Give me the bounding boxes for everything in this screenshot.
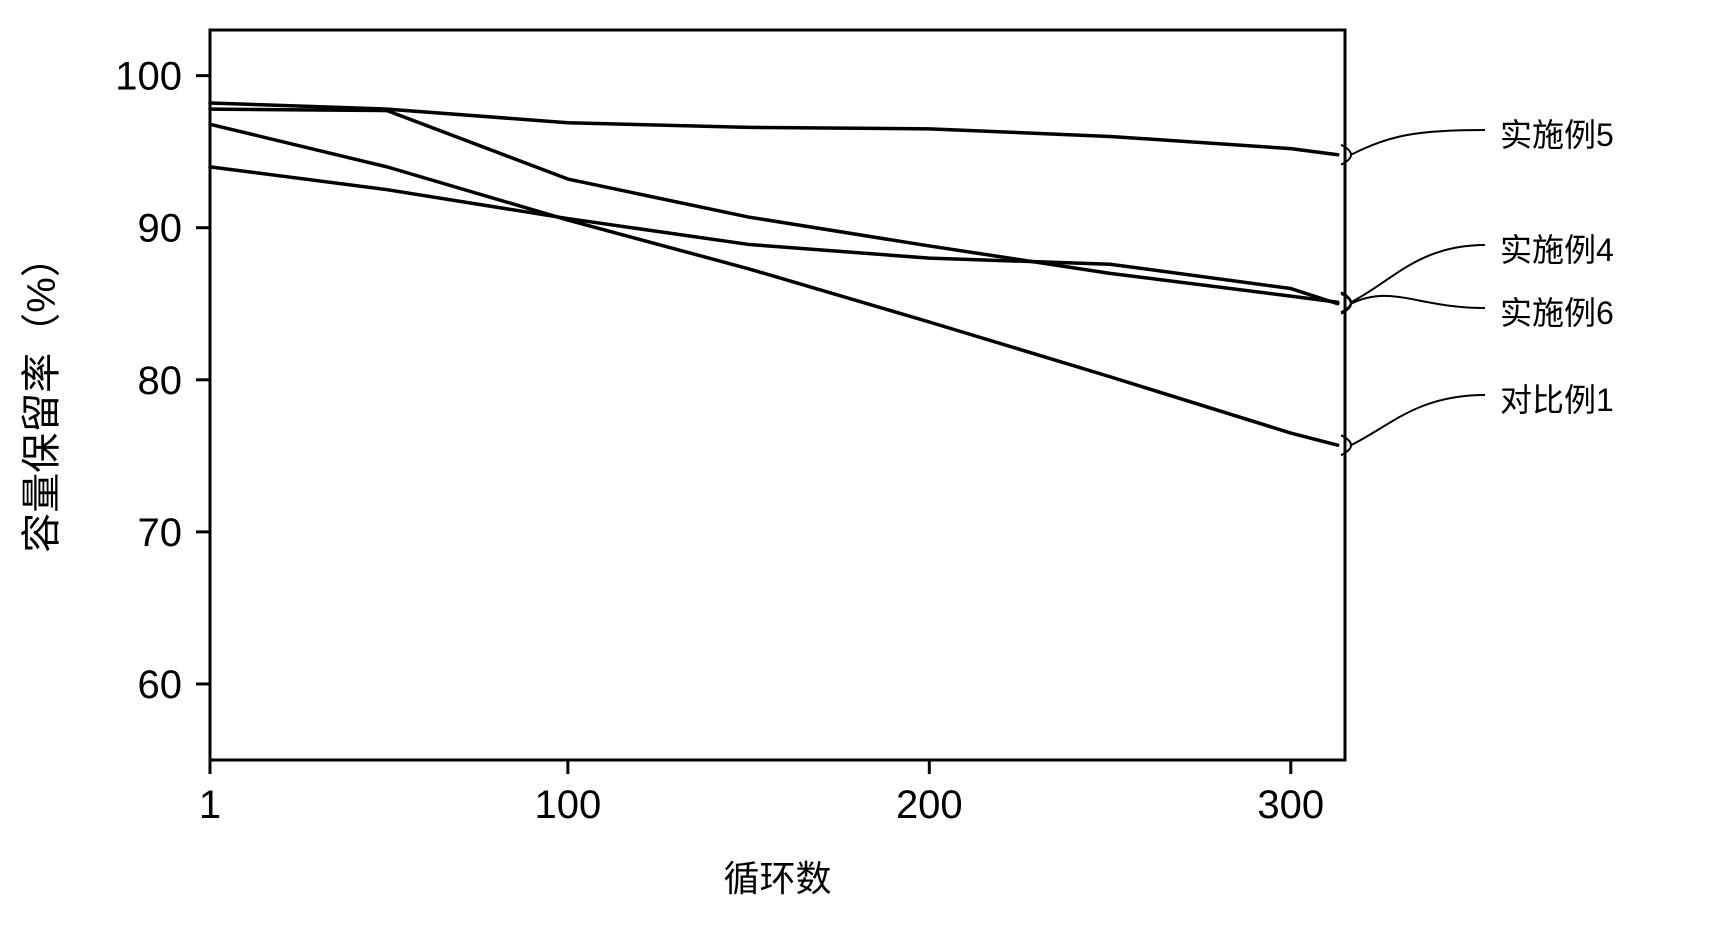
chart-container: 607080901001100200300容量保留率（%） 实施例5 实施例4 … [0,0,1734,934]
y-tick-label: 80 [138,359,183,403]
y-tick-label: 70 [138,511,183,555]
y-tick-label: 100 [115,55,182,99]
chart-svg: 60 70 80 90 100 1 100 200 300 容量保留率（%） [0,0,1734,934]
y-tick-label: 90 [138,207,183,251]
x-tick-label: 200 [896,783,963,827]
series-label-ex5: 实施例5 [1500,110,1614,156]
series-line-cmp1 [210,124,1338,445]
leader-ex4 [1351,245,1485,302]
series-label-ex6: 实施例6 [1500,288,1614,334]
leader-cmp1 [1351,395,1485,445]
y-tick-label: 60 [138,663,183,707]
x-tick-label: 300 [1257,783,1324,827]
x-tick-label: 1 [199,783,221,827]
series-label-cmp1: 对比例1 [1500,375,1614,421]
x-axis-label: 循环数 [688,850,868,902]
x-tick-label: 100 [534,783,601,827]
leader-ex5 [1351,130,1485,155]
series-label-ex4: 实施例4 [1500,225,1614,271]
leader-ex6 [1351,296,1485,308]
y-axis-label: 容量保留率（%） [20,237,64,553]
series-line-ex6 [210,167,1338,304]
